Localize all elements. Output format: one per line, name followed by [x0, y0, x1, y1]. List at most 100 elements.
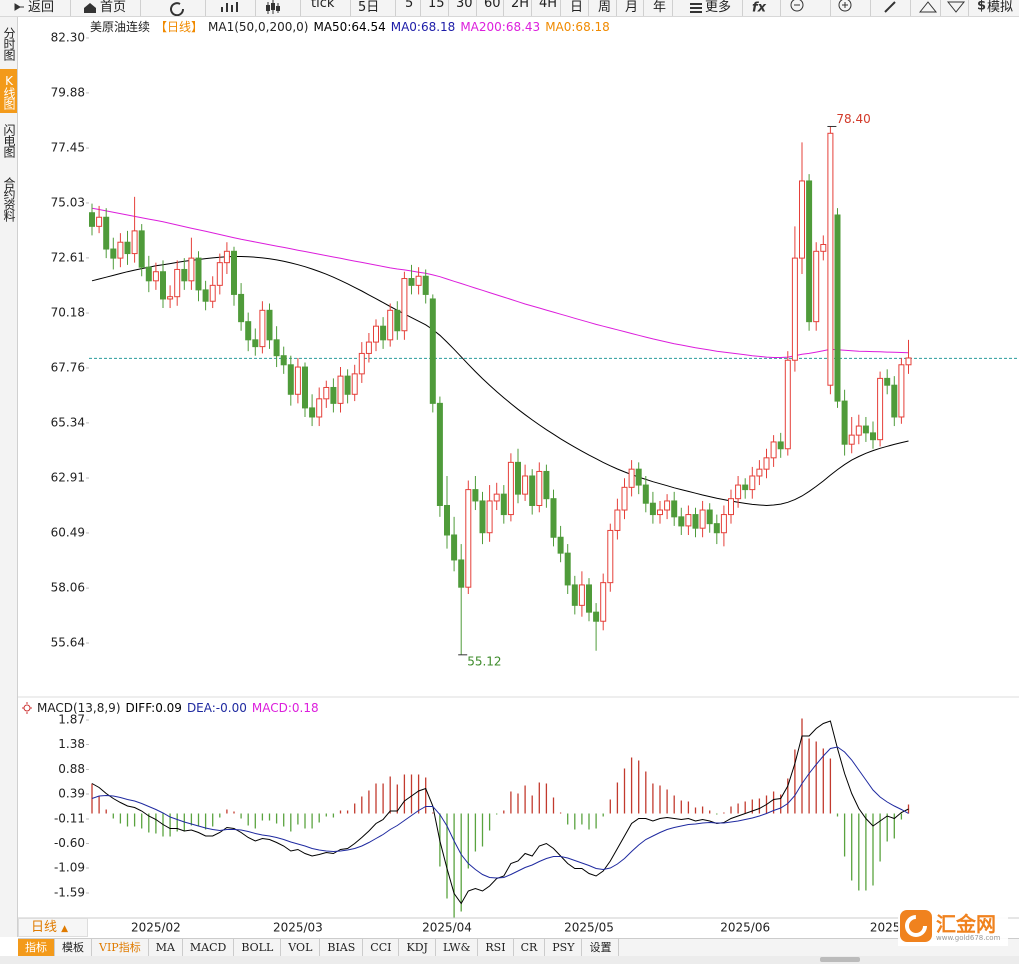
candle-body [862, 425, 869, 434]
indicator-tab[interactable]: LW& [436, 939, 479, 956]
indicator-tab[interactable]: MA [149, 939, 183, 956]
candle-body [458, 559, 465, 588]
x-tick-label: 2025/02 [131, 921, 181, 935]
more-icon [690, 3, 702, 13]
candle-body [678, 516, 685, 527]
toolbar-separator [780, 0, 781, 16]
candle-body [351, 373, 358, 395]
candle-body [493, 493, 500, 502]
indicator-tab[interactable]: CR [514, 939, 546, 956]
indicator-tab[interactable]: CCI [363, 939, 400, 956]
indicator-tab[interactable]: PSY [545, 939, 583, 956]
sidebar-tab[interactable]: 分时图 [2, 26, 16, 60]
toolbar-button[interactable]: 2H [511, 0, 530, 11]
candle-body [266, 309, 273, 341]
candle-body [124, 241, 131, 255]
toolbar-button[interactable]: 更多 [705, 0, 732, 15]
candle-body [571, 584, 578, 606]
candle-body [671, 500, 678, 518]
toolbar-separator [940, 0, 941, 16]
candle-body [486, 500, 493, 534]
toolbar-button[interactable]: 5 [405, 0, 414, 11]
logo-icon [900, 910, 932, 942]
indicator-tab[interactable]: VOL [281, 939, 321, 956]
min-label: 55.12 [467, 654, 501, 668]
candle-body [287, 364, 294, 395]
candle-body [515, 461, 521, 495]
macd-icon[interactable] [22, 702, 82, 714]
indicator-tab[interactable]: RSI [478, 939, 514, 956]
indicator-tab[interactable]: BOLL [234, 939, 282, 956]
candle-body [848, 434, 855, 445]
indicator-tab[interactable]: 设置 [582, 939, 620, 956]
y-tick-label: 70.18 [51, 306, 85, 320]
candle-body [742, 484, 749, 491]
indicator-tab[interactable]: 模板 [55, 939, 92, 956]
y-tick-label: 1.87 [58, 713, 85, 727]
candle-body [330, 386, 337, 404]
toolbar-button[interactable]: 周 [598, 0, 612, 15]
toolbar-button[interactable]: 30 [456, 0, 473, 11]
toolbar-button[interactable]: 日 [570, 0, 584, 15]
candle-body [323, 386, 330, 400]
candle-body [145, 266, 152, 282]
toolbar-button[interactable]: tick [311, 0, 335, 11]
candle-body [578, 584, 585, 606]
candle-body [500, 493, 507, 516]
indicator-tab[interactable]: BIAS [320, 939, 364, 956]
candle-body [706, 509, 713, 525]
legend-entry: MA50:64.54 [313, 19, 386, 34]
candle-body [231, 250, 237, 295]
candle-body [905, 357, 912, 366]
indicator-tab[interactable]: 指标 [18, 939, 55, 956]
candle-body [152, 271, 159, 282]
max-label: 78.40 [836, 112, 870, 126]
candle-body [294, 366, 301, 395]
y-tick-label: 79.88 [51, 85, 85, 99]
svg-text:fx: fx [752, 1, 767, 16]
period-tab[interactable]: 日线 ▲ [18, 918, 88, 937]
candle-body [628, 468, 635, 488]
refresh-icon [170, 2, 185, 16]
y-tick-label: -1.59 [54, 886, 85, 900]
legend-entry: MACD(13,8,9) [37, 701, 121, 715]
main-legend: 美原油连续 【日线】 MA1(50,0,200,0) MA50:64.54 MA0:68… [90, 18, 610, 35]
candle-body [358, 352, 365, 375]
y-tick-label: 55.64 [51, 636, 85, 650]
toolbar-button[interactable]: 60 [484, 0, 501, 11]
candle-body [813, 250, 820, 323]
svg-text:$: $ [977, 0, 986, 14]
candle-body [564, 552, 571, 586]
legend-entry: DIFF:0.09 [125, 701, 182, 715]
series-line [91, 207, 909, 358]
toolbar-button[interactable]: 月 [625, 0, 639, 15]
indicator-tab[interactable]: MACD [183, 939, 235, 956]
back-icon [14, 3, 24, 11]
toolbar-separator [910, 0, 911, 16]
toolbar-button[interactable]: 15 [428, 0, 445, 11]
candle-body [749, 475, 756, 491]
x-tick-label: 2025/05 [564, 921, 614, 935]
sidebar-tab[interactable]: K线图 [0, 69, 17, 113]
candle-body [444, 504, 450, 536]
logo-name: 汇金网 [936, 912, 996, 936]
toolbar-button[interactable]: 年 [653, 0, 667, 15]
candle-body [394, 309, 401, 332]
sidebar-tab[interactable]: 闪电图 [2, 123, 16, 157]
indicator-tab[interactable]: KDJ [399, 939, 436, 956]
indicator-tabs: 指标 模板 VIP指标 MA MACD BOLL VOL BIAS CCI KDJ LW& RSI CR… [18, 938, 1019, 956]
toolbar-button[interactable]: 模拟 [987, 0, 1014, 15]
candle-body [806, 180, 813, 323]
candle-body [877, 377, 884, 441]
indicator-tab[interactable]: VIP指标 [92, 939, 149, 956]
candle-body [777, 441, 784, 450]
toolbar-button[interactable]: 5日 [358, 0, 380, 15]
sidebar-tab[interactable]: 合约资料 [2, 177, 16, 221]
toolbar-button[interactable]: 返回 [28, 0, 55, 15]
period-arrow: ▲ [61, 924, 69, 934]
toolbar-button[interactable]: 首页 [100, 0, 127, 15]
candle-body [273, 339, 280, 357]
legend-entry: MA200:68.43 [460, 19, 541, 34]
candle-body [117, 241, 124, 259]
toolbar-button[interactable]: 4H [539, 0, 558, 11]
